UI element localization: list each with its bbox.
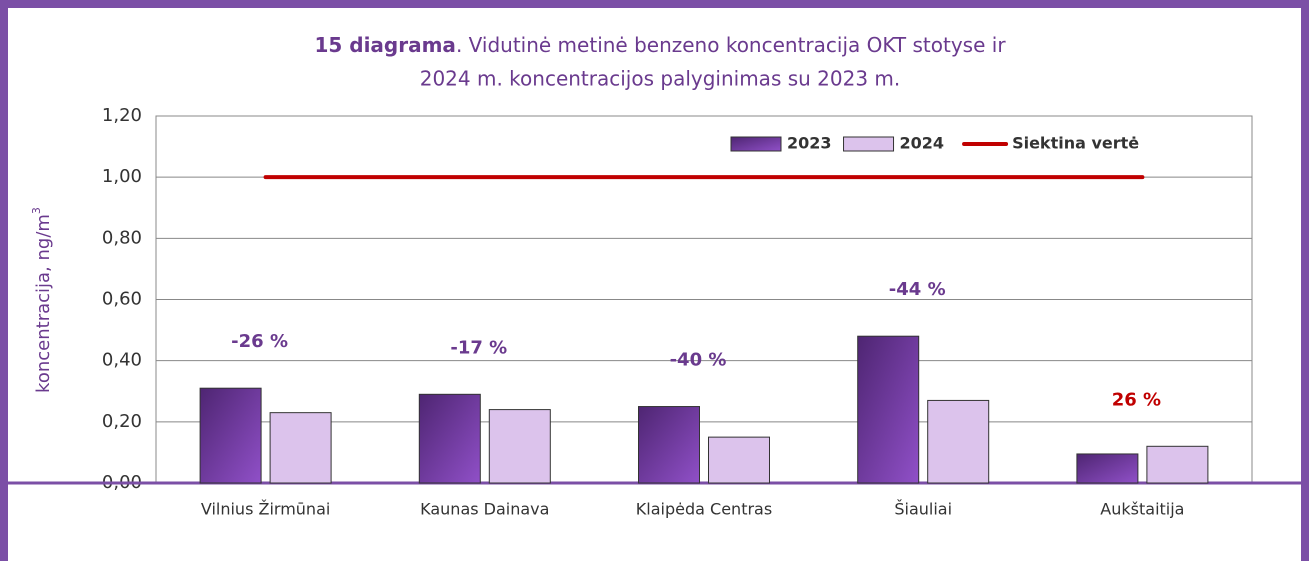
bar (199, 387, 262, 484)
y-tick-label: 0,60 (102, 289, 142, 310)
chart-title: 15 diagrama. Vidutinė metinė benzeno kon… (314, 33, 1006, 57)
bar (857, 335, 920, 484)
annotation: -40 % (670, 350, 727, 371)
x-tick-label: Vilnius Žirmūnai (201, 500, 330, 519)
y-tick-label: 0,20 (102, 411, 142, 432)
x-tick-label: Šiauliai (894, 500, 952, 519)
y-label: koncentracija, ng/m (33, 214, 54, 393)
x-tick-label: Kaunas Dainava (420, 500, 549, 519)
x-tick-label: Aukštaitija (1100, 500, 1184, 519)
bar (1146, 445, 1209, 484)
bar (488, 409, 551, 484)
y-axis-label: koncentracija, ng/m3 (30, 207, 54, 393)
legend-label: 2023 (787, 134, 832, 153)
annotation: -44 % (889, 279, 946, 300)
bar (708, 436, 770, 484)
y-tick-label: 0,80 (102, 227, 142, 248)
annotation: -26 % (231, 331, 288, 352)
bar (1076, 453, 1139, 484)
y-tick-label: 1,20 (102, 105, 142, 126)
y-tick-label: 1,00 (102, 166, 142, 187)
bar (418, 393, 481, 484)
legend-label: Siektina vertė (1012, 134, 1139, 153)
chart-title: 2024 m. koncentracijos palyginimas su 20… (420, 67, 901, 91)
y-tick-label: 0,40 (102, 350, 142, 371)
annotation: -17 % (450, 337, 507, 358)
legend-label: 2024 (900, 134, 945, 153)
title-line: . Vidutinė metinė benzeno koncentracija … (456, 33, 1006, 57)
annotation: 26 % (1112, 389, 1161, 410)
x-tick-label: Klaipėda Centras (636, 500, 772, 519)
legend-swatch (843, 136, 895, 152)
y-label-sup: 3 (30, 207, 43, 214)
bar (269, 412, 332, 484)
bar (638, 406, 700, 484)
title-bold: 15 diagrama (314, 33, 455, 57)
bar (927, 399, 990, 484)
legend-swatch (730, 136, 782, 152)
